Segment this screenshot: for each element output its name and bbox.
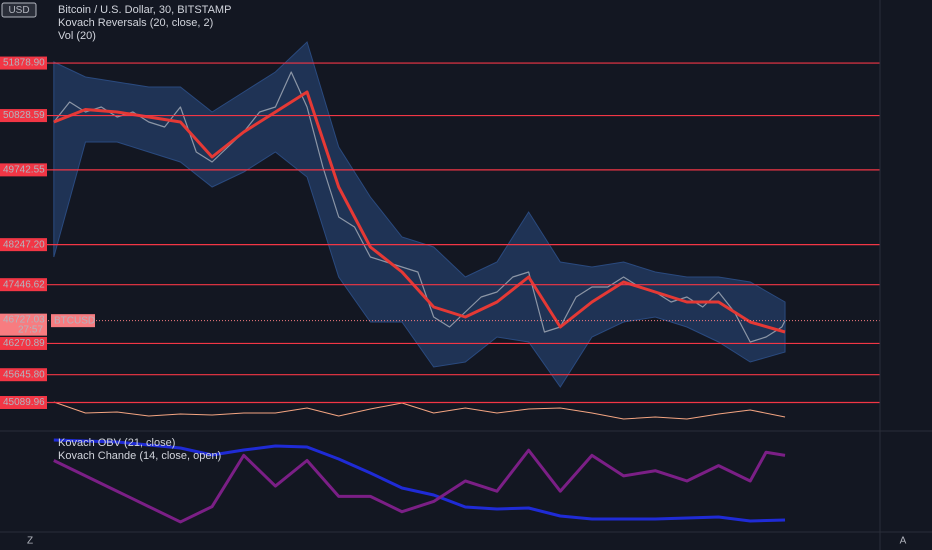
symbol-badge	[51, 314, 95, 328]
level-badge	[0, 278, 47, 292]
level-label: 46270.89	[3, 338, 45, 349]
currency: USD	[8, 5, 29, 16]
level-badge	[0, 368, 47, 382]
chart-title: Bitcoin / U.S. Dollar, 30, BITSTAMP	[58, 4, 231, 16]
level-badge	[0, 238, 47, 252]
countdown: 27:57	[18, 324, 43, 335]
level-label: 45645.80	[3, 369, 45, 380]
auto-scale-button[interactable]: A	[900, 536, 907, 547]
zoom-button[interactable]: Z	[27, 536, 33, 547]
level-label: 50828.59	[3, 110, 45, 121]
last-price-badge	[0, 313, 47, 336]
level-label: 45089.96	[3, 397, 45, 408]
lower-legend: Kovach Chande (14, close, open)	[58, 450, 221, 462]
level-badge	[0, 396, 47, 410]
lower-legend: Kovach OBV (21, close)	[58, 437, 175, 449]
level-badge	[0, 56, 47, 70]
indicator-legend: Kovach Reversals (20, close, 2)	[58, 17, 213, 29]
level-label: 47446.62	[3, 279, 45, 290]
symbol-label: BTCUSD	[54, 315, 95, 326]
level-label: 51878.90	[3, 58, 45, 69]
oscillator-line	[53, 438, 786, 523]
last-price-label: 46727.03	[3, 314, 45, 325]
volume-line	[53, 401, 786, 420]
level-badge	[0, 336, 47, 350]
indicator-legend: Vol (20)	[58, 30, 96, 42]
level-badge	[0, 163, 47, 177]
level-label: 49742.55	[3, 165, 45, 176]
currency-badge[interactable]	[1, 2, 37, 18]
moving-average	[53, 90, 786, 334]
level-badge	[0, 109, 47, 123]
band-area	[53, 41, 786, 388]
price-line	[53, 71, 786, 343]
level-label: 48247.20	[3, 239, 45, 250]
oscillator-line	[53, 448, 786, 524]
